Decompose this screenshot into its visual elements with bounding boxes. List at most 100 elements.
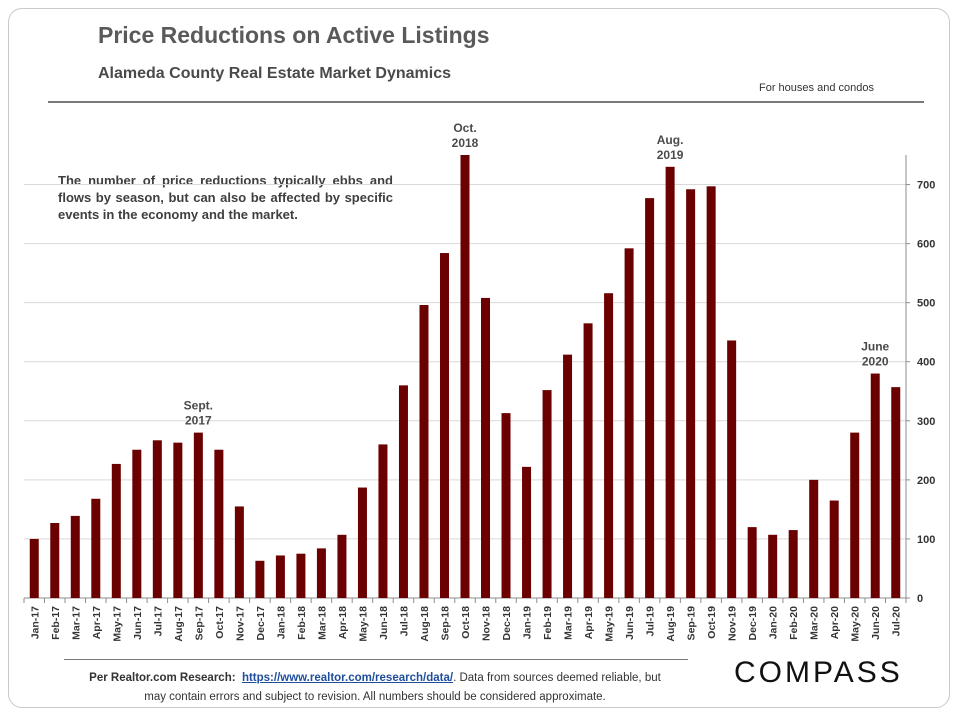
x-tick-label: Nov-17 xyxy=(234,606,246,641)
bar xyxy=(542,390,552,598)
bar xyxy=(439,253,449,598)
y-tick-label: 100 xyxy=(917,534,935,546)
bar xyxy=(255,560,265,598)
y-tick-label: 600 xyxy=(917,239,935,251)
page-title: Price Reductions on Active Listings xyxy=(98,22,490,48)
x-tick-label: May-17 xyxy=(111,606,123,642)
bar xyxy=(214,449,224,598)
x-tick-label: Sep-17 xyxy=(193,606,205,641)
footer-prefix: Per Realtor.com Research: xyxy=(89,672,236,684)
bar xyxy=(604,293,614,598)
bar xyxy=(50,522,60,598)
x-tick-label: Oct-17 xyxy=(214,606,226,639)
x-tick-label: May-20 xyxy=(850,606,862,642)
x-tick-label: Oct-19 xyxy=(706,606,718,639)
x-tick-label: Apr-18 xyxy=(337,606,349,639)
x-tick-label: Dec-17 xyxy=(255,606,267,641)
x-tick-label: May-19 xyxy=(604,606,616,642)
x-tick-label: Feb-17 xyxy=(50,606,62,640)
x-tick-label: Feb-18 xyxy=(296,606,308,640)
bar xyxy=(91,498,101,598)
y-tick-label: 400 xyxy=(917,357,935,369)
source-footnote: Per Realtor.com Research: https://www.re… xyxy=(80,669,670,707)
x-tick-label: Mar-20 xyxy=(809,606,821,640)
x-tick-label: Feb-20 xyxy=(788,606,800,640)
bar xyxy=(727,340,737,598)
bar xyxy=(686,189,696,598)
peak-annotation: Sept. 2017 xyxy=(184,399,213,428)
bar xyxy=(378,444,388,598)
bar xyxy=(152,440,162,598)
x-tick-label: Jun-18 xyxy=(378,606,390,640)
bar xyxy=(891,387,901,598)
peak-annotation: Aug. 2019 xyxy=(657,133,684,162)
peak-annotation-line: 2020 xyxy=(862,355,889,369)
peak-annotation-line: 2018 xyxy=(452,136,479,150)
x-tick-label: Apr-19 xyxy=(583,606,595,639)
x-tick-label: Aug-17 xyxy=(173,606,185,642)
bar xyxy=(706,186,716,598)
bar xyxy=(788,530,798,598)
bar xyxy=(275,555,285,598)
bar xyxy=(193,432,203,598)
x-tick-label: Nov-18 xyxy=(481,606,493,641)
bar xyxy=(583,323,593,598)
peak-annotation: June 2020 xyxy=(861,340,889,369)
x-tick-label: Jul-17 xyxy=(152,606,164,637)
bar xyxy=(522,466,532,598)
bar xyxy=(357,487,367,598)
peak-annotation-line: 2017 xyxy=(185,414,212,428)
bar xyxy=(870,373,880,598)
x-tick-label: Nov-19 xyxy=(727,606,739,641)
source-link[interactable]: https://www.realtor.com/research/data/ xyxy=(241,672,454,684)
peak-annotation: Oct. 2018 xyxy=(452,121,479,150)
page-subtitle: Alameda County Real Estate Market Dynami… xyxy=(98,65,452,82)
y-tick-label: 0 xyxy=(917,593,923,605)
x-tick-label: Dec-18 xyxy=(501,606,513,641)
bar xyxy=(850,432,860,598)
x-tick-label: Aug-19 xyxy=(665,606,677,642)
footer-divider xyxy=(64,659,688,660)
peak-annotation-line: Oct. xyxy=(453,121,476,135)
x-tick-label: Jan-20 xyxy=(768,606,780,639)
x-tick-label: Jan-18 xyxy=(275,606,287,639)
x-tick-label: Sep-18 xyxy=(439,606,451,641)
bar xyxy=(419,305,429,598)
x-tick-label: Jul-18 xyxy=(398,606,410,637)
bar xyxy=(460,155,470,598)
x-tick-label: Jul-20 xyxy=(891,606,903,637)
bar xyxy=(337,534,347,598)
bar xyxy=(768,534,778,598)
x-tick-label: Jun-19 xyxy=(624,606,636,640)
x-tick-label: Oct-18 xyxy=(460,606,472,639)
x-tick-label: Aug-18 xyxy=(419,606,431,642)
bar xyxy=(501,413,511,598)
bar xyxy=(645,198,655,599)
bar xyxy=(563,354,573,598)
y-tick-label: 200 xyxy=(917,475,935,487)
bar xyxy=(234,506,244,598)
bar xyxy=(29,538,39,598)
y-tick-label: 300 xyxy=(917,416,935,428)
bar xyxy=(398,385,408,598)
x-tick-label: Jan-17 xyxy=(29,606,41,639)
bar xyxy=(132,449,142,598)
bar xyxy=(111,463,121,598)
bar xyxy=(173,442,183,598)
peak-annotation-line: Sept. xyxy=(184,399,213,413)
footer-disclaimer: . Data from sources deemed reliable, but… xyxy=(144,672,661,703)
bar xyxy=(316,548,326,598)
x-tick-label: May-18 xyxy=(357,606,369,642)
slide-frame xyxy=(8,8,950,708)
header-divider xyxy=(48,101,924,103)
x-tick-label: Mar-17 xyxy=(70,606,82,640)
x-tick-label: Apr-20 xyxy=(829,606,841,639)
x-tick-label: Jul-19 xyxy=(645,606,657,637)
x-tick-label: Mar-18 xyxy=(316,606,328,640)
y-tick-label: 700 xyxy=(917,180,935,192)
bar xyxy=(829,500,839,598)
scope-note: For houses and condos xyxy=(759,82,874,94)
bar xyxy=(296,553,306,598)
x-tick-label: Apr-17 xyxy=(91,606,103,639)
